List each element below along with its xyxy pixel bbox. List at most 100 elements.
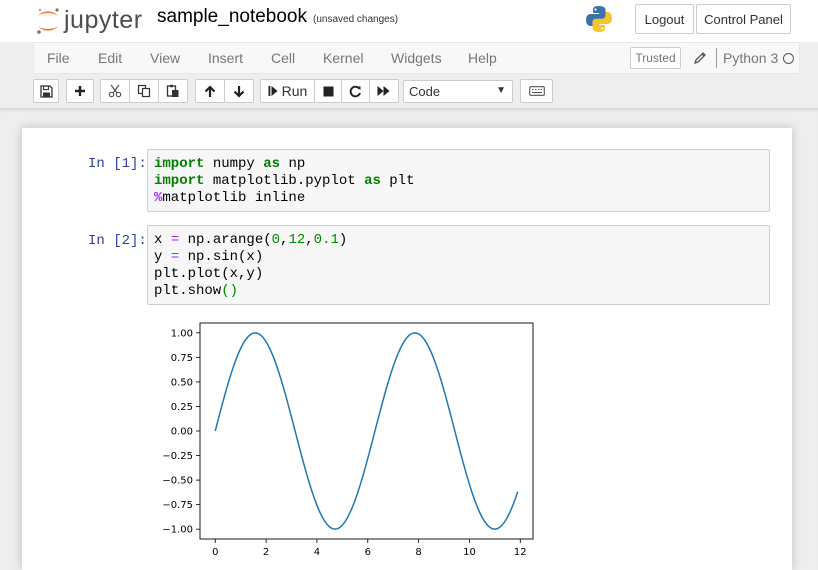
- code-token: matplotlib inline: [162, 190, 306, 206]
- run-button[interactable]: Run: [260, 79, 315, 103]
- y-tick-label: 0.50: [171, 377, 193, 388]
- code-token: import: [154, 173, 205, 189]
- menu-insert[interactable]: Insert: [208, 50, 244, 66]
- code-token: ): [338, 232, 348, 248]
- x-tick-label: 12: [514, 547, 527, 558]
- kernel-separator: [716, 48, 717, 68]
- x-tick-label: 4: [314, 547, 320, 558]
- y-tick-label: 1.00: [171, 328, 193, 339]
- move-down-button[interactable]: [224, 79, 254, 103]
- interrupt-button[interactable]: [314, 79, 342, 103]
- code-token: 0: [271, 232, 281, 248]
- y-tick-label: −0.75: [162, 500, 193, 511]
- header: jupyter sample_notebook (unsaved changes…: [0, 0, 818, 42]
- jupyter-logo[interactable]: jupyter: [34, 4, 144, 36]
- code-token: np.sin(x): [179, 249, 264, 265]
- code-token: numpy: [204, 156, 264, 172]
- stop-icon: [323, 86, 333, 96]
- y-tick-label: 0.25: [171, 402, 193, 413]
- command-palette-button[interactable]: [520, 79, 553, 103]
- fast-forward-icon: [377, 86, 390, 96]
- cell-type-select[interactable]: Code ▼: [403, 80, 513, 103]
- code-line: import numpy as np: [154, 156, 763, 173]
- y-tick-label: 0.00: [171, 427, 193, 438]
- menu-view[interactable]: View: [150, 50, 181, 66]
- cell-type-value: Code: [409, 84, 441, 99]
- plus-icon: [75, 86, 85, 96]
- paste-button[interactable]: [158, 79, 188, 103]
- code-line: y = np.sin(x): [154, 249, 763, 266]
- arrow-down-icon: [233, 85, 245, 98]
- code-token: %: [154, 190, 163, 206]
- code-cell-1[interactable]: import numpy as np import matplotlib.pypl…: [147, 149, 770, 212]
- x-tick-label: 8: [415, 547, 421, 558]
- code-token: matplotlib.pyplot: [204, 173, 365, 189]
- code-token: y: [154, 249, 171, 265]
- code-line: plt.plot(x,y): [154, 266, 763, 283]
- restart-run-all-button[interactable]: [369, 79, 399, 103]
- menubar: File Edit View Insert Cell Kernel Widget…: [33, 42, 800, 74]
- code-line: import matplotlib.pyplot as plt: [154, 173, 763, 190]
- cell-2-prompt: In [2]:: [88, 233, 147, 249]
- restart-icon: [349, 85, 361, 97]
- control-panel-button[interactable]: Control Panel: [696, 4, 791, 34]
- menu-file[interactable]: File: [47, 50, 70, 66]
- jupyter-logo-icon: [37, 8, 59, 34]
- code-token: np.arange(: [179, 232, 272, 248]
- trusted-indicator[interactable]: Trusted: [630, 47, 681, 69]
- y-tick-label: 0.75: [171, 353, 193, 364]
- code-line: x = np.arange(0,12,0.1): [154, 232, 763, 249]
- notebook-name[interactable]: sample_notebook: [157, 6, 307, 27]
- code-token: np: [280, 156, 306, 172]
- pencil-icon[interactable]: [693, 51, 707, 65]
- code-token: as: [263, 156, 281, 172]
- logout-button[interactable]: Logout: [635, 4, 694, 34]
- python-logo-icon: [586, 6, 612, 32]
- chevron-down-icon: ▼: [496, 85, 506, 96]
- code-token: 12: [288, 232, 306, 248]
- save-status: (unsaved changes): [313, 14, 399, 25]
- step-forward-icon: [268, 86, 278, 96]
- code-token: 0.1: [313, 232, 339, 248]
- cut-icon: [108, 84, 122, 98]
- cell-1-prompt: In [1]:: [88, 156, 147, 172]
- x-tick-label: 0: [212, 547, 218, 558]
- x-tick-label: 10: [463, 547, 476, 558]
- copy-icon: [137, 84, 151, 98]
- paste-icon: [166, 84, 179, 97]
- sine-plot: 0 2 4 6 8 10 12 1.00 0.75 0.50 0.25 0.00 −0.25 −0.50 −…: [162, 322, 534, 558]
- y-tick-label: −0.50: [162, 476, 193, 487]
- insert-cell-button[interactable]: [66, 79, 94, 103]
- code-cell-2[interactable]: x = np.arange(0,12,0.1) y = np.sin(x) plt.…: [147, 225, 770, 305]
- move-up-button[interactable]: [195, 79, 225, 103]
- x-tick-label: 2: [263, 547, 269, 558]
- code-token: plt: [380, 173, 415, 189]
- code-token: x: [154, 232, 171, 248]
- save-icon: [39, 84, 53, 98]
- code-token: =: [170, 232, 180, 248]
- arrow-up-icon: [204, 84, 216, 97]
- restart-button[interactable]: [341, 79, 370, 103]
- code-token: plt.show: [154, 283, 222, 299]
- sine-line: [214, 332, 519, 530]
- menu-kernel[interactable]: Kernel: [323, 50, 364, 66]
- menu-cell[interactable]: Cell: [271, 50, 296, 66]
- code-token: (): [221, 283, 239, 299]
- code-token: plt.plot(x,y): [154, 266, 264, 282]
- keyboard-icon: [528, 86, 545, 96]
- menu-help[interactable]: Help: [468, 50, 497, 66]
- menu-edit[interactable]: Edit: [98, 50, 123, 66]
- logo-text: jupyter: [64, 6, 143, 34]
- copy-button[interactable]: [129, 79, 159, 103]
- y-tick-label: −0.25: [162, 451, 193, 462]
- plot-area: [199, 322, 534, 540]
- cut-button[interactable]: [100, 79, 130, 103]
- kernel-name[interactable]: Python 3: [723, 50, 779, 66]
- code-token: as: [364, 173, 381, 189]
- x-tick-label: 6: [365, 547, 371, 558]
- code-token: import: [154, 156, 205, 172]
- code-token: ,: [280, 232, 289, 248]
- menu-widgets[interactable]: Widgets: [391, 50, 442, 66]
- save-button[interactable]: [33, 79, 59, 103]
- code-token: ,: [305, 232, 314, 248]
